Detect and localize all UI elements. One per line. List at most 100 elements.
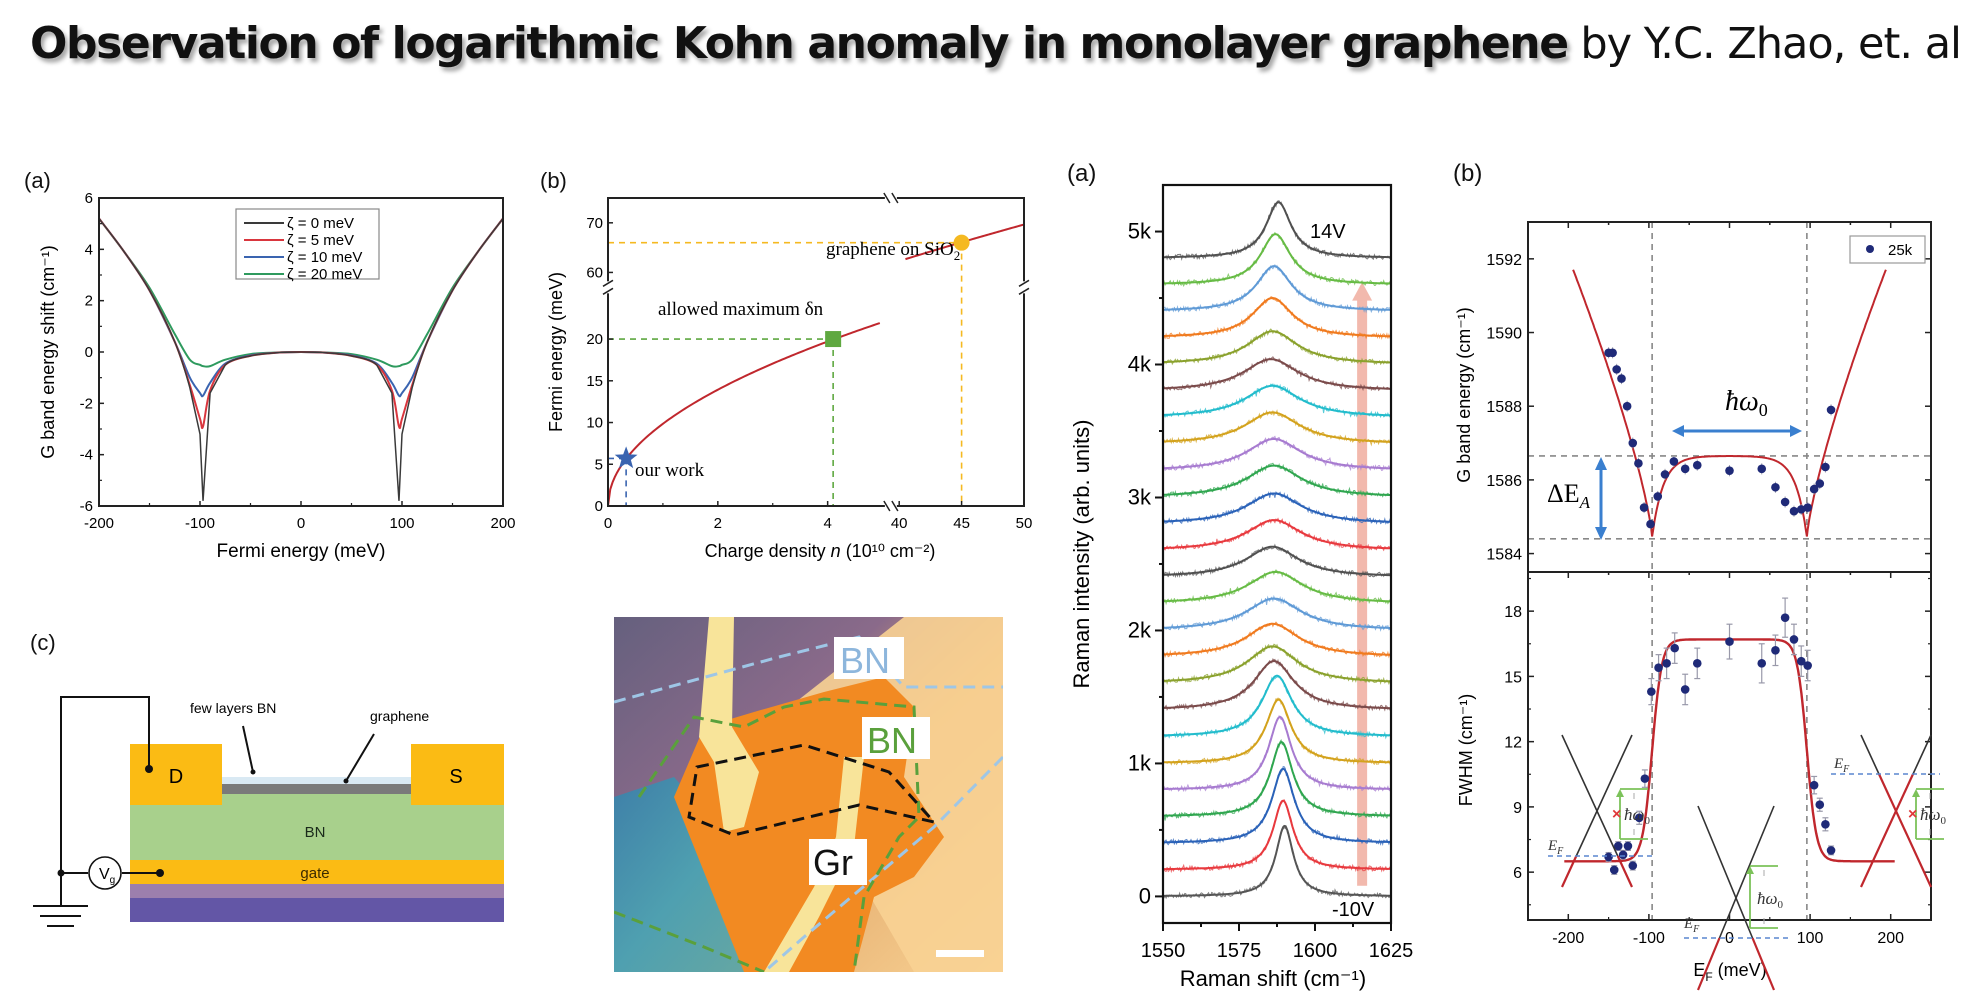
data-point — [1821, 462, 1830, 472]
hw-arrow-head — [1616, 789, 1624, 797]
svg-text:Vg: Vg — [99, 866, 115, 886]
axis-break-icon — [883, 500, 899, 512]
y-tick-label: 15 — [586, 373, 603, 390]
authors: by Y.C. Zhao, et. al — [1567, 19, 1962, 69]
spectrum-fit — [1162, 545, 1391, 577]
data-point — [1780, 497, 1790, 507]
gate-arrow — [1357, 296, 1368, 886]
data-point — [1826, 405, 1836, 415]
data-point — [1640, 774, 1650, 783]
data-point — [1796, 656, 1806, 666]
plot-frame — [607, 197, 1025, 507]
oxide-layer — [130, 884, 504, 898]
dirac-cone-lower — [1616, 855, 1633, 888]
data-point — [1692, 460, 1702, 470]
axis-break-icon — [1018, 279, 1030, 295]
dirac-cone-lower — [1860, 773, 1915, 888]
y-axis-label: Raman intensity (arb. units) — [1069, 420, 1094, 689]
hw-arrow-head — [1746, 866, 1754, 874]
data-point — [1647, 687, 1656, 696]
data-point — [1757, 464, 1767, 474]
data-point — [1725, 637, 1734, 646]
data-point — [1771, 482, 1780, 492]
y-tick-label: 1592 — [1486, 252, 1522, 269]
fermi-level-label: EF — [1547, 838, 1564, 857]
spectrum-raw — [1162, 263, 1392, 314]
x-tick-label: 1575 — [1217, 940, 1262, 962]
data-point — [1809, 484, 1819, 494]
y-tick-label: 70 — [586, 215, 603, 232]
graphene-outline — [687, 743, 939, 837]
spectrum-raw — [1162, 569, 1392, 606]
dirac-cone-upper — [1697, 805, 1754, 939]
x-tick-label: -200 — [84, 515, 114, 532]
y-axis-label: G band energy shift (cm⁻¹) — [38, 245, 58, 459]
y-tick-label: 10 — [586, 415, 603, 432]
legend-label: ζ = 5 meV — [287, 232, 354, 249]
x-tick-label: 40 — [891, 515, 908, 532]
graphene-layer — [221, 784, 412, 794]
x-tick-label: 4 — [823, 515, 831, 532]
dirac-cone-upper — [1575, 734, 1633, 857]
x-axis-label: Charge density n (10¹⁰ cm⁻²) — [705, 541, 936, 561]
x-tick-label: 0 — [297, 515, 305, 532]
y-tick-label: 0 — [595, 498, 603, 515]
gate-arrow-head — [1352, 282, 1373, 301]
x-tick-label: 1600 — [1293, 940, 1338, 962]
x-axis-label: Fermi energy (meV) — [217, 541, 386, 562]
source-label: S — [449, 766, 462, 788]
gate-layer — [130, 860, 504, 884]
spectrum-fit — [1163, 741, 1391, 817]
raman-spectra-chart: 1550 1575 1600 1625 0 1k 2k 3k 4k 5k 14V -10V Ram… — [1069, 183, 1413, 991]
x-tick-label: -100 — [1633, 930, 1665, 947]
x-axis-label: EF (meV) — [1693, 960, 1766, 984]
spectrum-fit — [1163, 597, 1392, 630]
source-contact — [411, 744, 504, 805]
paper-title: Observation of logarithmic Kohn anomaly … — [30, 18, 1569, 69]
vg-source-icon: Vg — [88, 856, 122, 890]
axis-break-icon — [883, 192, 899, 204]
forbidden-x-icon: × — [1612, 806, 1621, 823]
y-tick-label: 6 — [85, 190, 93, 207]
gate-label-top: 14V — [1310, 221, 1346, 243]
spectrum-fit — [1162, 659, 1391, 710]
legend-marker — [1866, 245, 1874, 253]
y-tick-label: 12 — [1504, 735, 1522, 752]
data-point — [1654, 663, 1663, 672]
graphene-label: graphene — [370, 708, 429, 724]
spectrum-fit — [1163, 330, 1392, 364]
data-point — [1826, 846, 1836, 855]
data-point — [1803, 661, 1812, 670]
spectrum-fit — [1163, 519, 1392, 550]
fermi-level-label: EF — [1683, 916, 1700, 935]
y-tick-label: 9 — [1513, 800, 1522, 817]
y-tick-label: 1588 — [1486, 399, 1522, 416]
y-tick-label: -6 — [80, 498, 93, 515]
dirac-cone-lower — [1877, 773, 1932, 888]
x-tick-label: 45 — [953, 515, 970, 532]
slide-title: Observation of logarithmic Kohn anomaly … — [30, 18, 1962, 69]
x-tick-label: 200 — [490, 515, 515, 532]
y-tick-label: 4k — [1128, 352, 1152, 377]
data-point — [1670, 643, 1679, 653]
data-point — [1757, 659, 1767, 668]
spectrum-raw — [1162, 799, 1392, 874]
inset-center-cone: EF ħω0 — [1683, 805, 1792, 991]
y-tick-label: 3k — [1128, 484, 1152, 509]
y-tick-label: 6 — [1513, 865, 1522, 882]
few-layers-bn-label: few layers BN — [190, 700, 276, 716]
y-tick-label: 1584 — [1486, 547, 1522, 564]
y-axis-label-top: G band energy (cm⁻¹) — [1454, 307, 1474, 483]
x-tick-label: 200 — [1877, 930, 1904, 947]
x-tick-label: 1550 — [1141, 940, 1186, 962]
spectrum-fit — [1163, 438, 1392, 470]
hw0-annotation: ħω0 — [1672, 386, 1802, 437]
data-point — [1660, 470, 1670, 479]
data-point — [1612, 365, 1621, 374]
spectrum-raw — [1162, 697, 1392, 766]
data-point — [1815, 479, 1825, 488]
drain-label: D — [169, 766, 183, 788]
data-point — [1634, 459, 1643, 468]
data-point — [1669, 457, 1679, 466]
spectrum-fit — [1163, 492, 1392, 523]
